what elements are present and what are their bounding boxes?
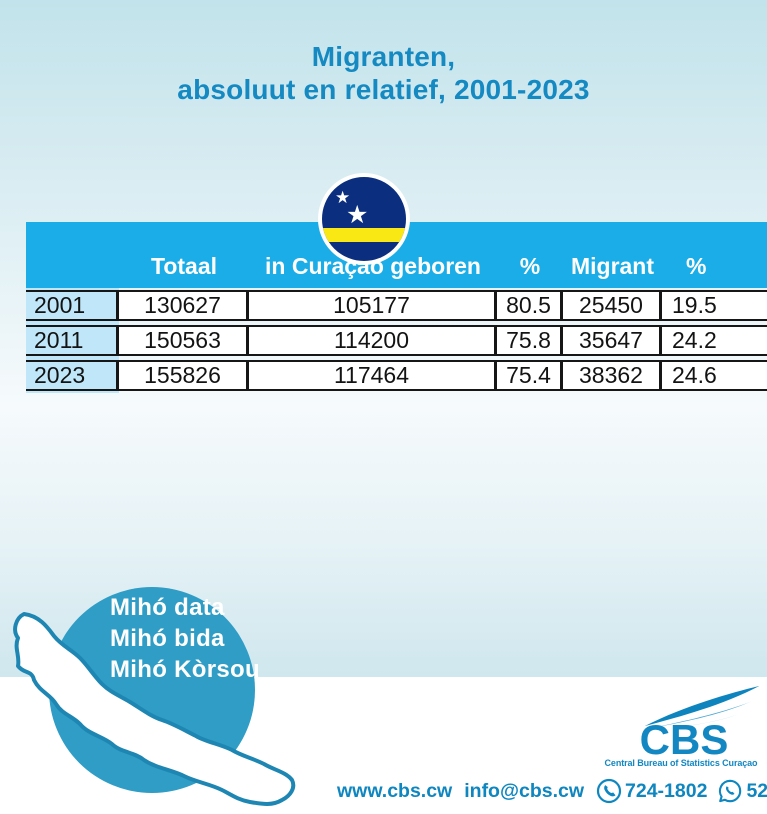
cell-pct-geboren: 75.8 — [497, 327, 563, 354]
cell-migrant: 25450 — [563, 292, 662, 319]
phone-icon — [596, 778, 622, 804]
cell-pct-migrant: 19.5 — [662, 292, 767, 319]
contact-bar: www.cbs.cw info@cbs.cw 724-1802 520-2227 — [337, 778, 767, 804]
title-line-2: absoluut en relatief, 2001-2023 — [177, 74, 590, 105]
cell-totaal: 130627 — [119, 292, 249, 319]
curacao-flag-icon: ★ ★ — [318, 173, 410, 265]
cell-geboren: 117464 — [249, 362, 497, 389]
slogan-line-3: Mihó Kòrsou — [110, 656, 260, 683]
cell-pct-migrant: 24.2 — [662, 327, 767, 354]
flag-star-small-icon: ★ — [335, 188, 351, 207]
cell-pct-geboren: 80.5 — [497, 292, 563, 319]
cell-year: 2023 — [26, 362, 119, 389]
cell-geboren: 114200 — [249, 327, 497, 354]
cell-totaal: 155826 — [119, 362, 249, 389]
cell-geboren: 105177 — [249, 292, 497, 319]
table-header-year — [26, 280, 119, 288]
curacao-island-map-icon — [13, 612, 296, 806]
cell-migrant: 35647 — [563, 327, 662, 354]
cell-pct-migrant: 24.6 — [662, 362, 767, 389]
table-row: 2011 150563 114200 75.8 35647 24.2 — [26, 325, 767, 356]
table-header-pct-migrant: % — [686, 253, 707, 279]
table-row: 2001 130627 105177 80.5 25450 19.5 — [26, 290, 767, 321]
table-header-migrant: Migrant — [570, 253, 655, 279]
cell-totaal: 150563 — [119, 327, 249, 354]
website-text: www.cbs.cw — [337, 779, 453, 802]
cbs-swoosh-icon — [644, 685, 760, 728]
cbs-logo-text: CBS — [639, 716, 729, 763]
page-title: Migranten, absoluut en relatief, 2001-20… — [0, 40, 767, 106]
year-column-background — [26, 288, 119, 393]
email-text: info@cbs.cw — [464, 779, 585, 802]
whatsapp-icon — [719, 779, 742, 803]
table-header-pct-geboren: % — [519, 253, 541, 279]
table-header-totaal: Totaal — [150, 253, 218, 279]
flag-star-large-icon: ★ — [346, 201, 369, 229]
miho-slogan: Mihó data Mihó bida Mihó Kòrsou — [110, 592, 260, 685]
flag-yellow-stripe — [322, 228, 406, 242]
cell-migrant: 38362 — [563, 362, 662, 389]
cell-year: 2011 — [26, 327, 119, 354]
table-body: 2001 130627 105177 80.5 25450 19.5 2011 … — [26, 290, 767, 391]
slogan-line-2: Mihó bida — [110, 625, 225, 652]
slogan-line-1: Mihó data — [110, 594, 225, 621]
table-row: 2023 155826 117464 75.4 38362 24.6 — [26, 360, 767, 391]
title-line-1: Migranten, — [311, 41, 456, 72]
cbs-logo-subtitle: Central Bureau of Statistics Curaçao — [604, 758, 758, 768]
phone-number: 724-1802 — [625, 779, 708, 802]
cell-year: 2001 — [26, 292, 119, 319]
whatsapp-number: 520-2227 — [746, 779, 767, 802]
cell-pct-geboren: 75.4 — [497, 362, 563, 389]
